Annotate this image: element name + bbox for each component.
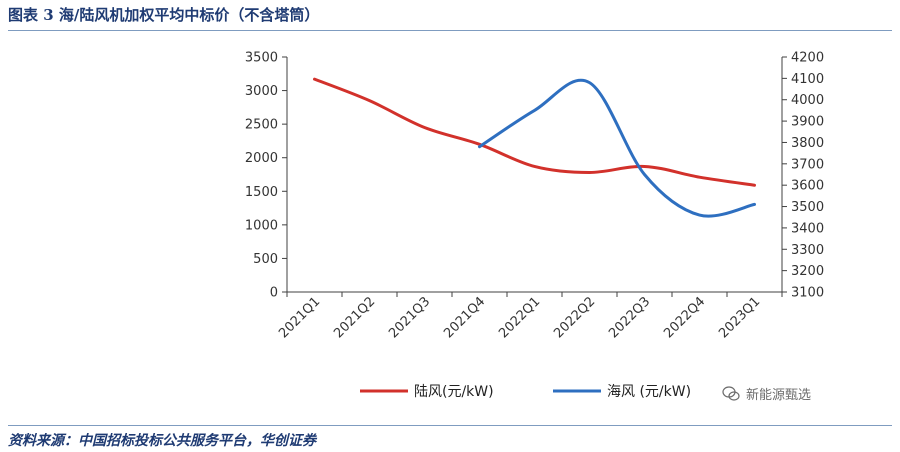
y-right-tick-label: 3900 <box>791 115 824 130</box>
y-left-tick-label: 2500 <box>245 118 278 133</box>
y-right-tick-label: 3100 <box>791 286 824 301</box>
title-rule <box>8 30 892 31</box>
series-lines <box>313 77 756 218</box>
y-left-tick-label: 500 <box>253 252 278 267</box>
watermark-text: 新能源甄选 <box>746 388 812 403</box>
y-left-tick-label: 1000 <box>245 218 278 233</box>
y-right-tick-label: 3200 <box>791 264 824 279</box>
x-tick-label: 2022Q2 <box>551 294 598 341</box>
y-right-tick-label: 4000 <box>791 93 824 108</box>
x-tick-label: 2022Q3 <box>606 294 653 341</box>
y-left-tick-label: 1500 <box>245 185 278 200</box>
x-tick-label: 2021Q3 <box>386 294 433 341</box>
series-onshore-line <box>313 77 756 187</box>
y-left-tick-label: 3000 <box>245 84 278 99</box>
wechat-icon <box>722 385 740 401</box>
x-tick-label: 2021Q1 <box>276 294 323 341</box>
series-offshore-line <box>478 78 756 218</box>
y-right-tick-label: 4200 <box>791 51 824 66</box>
source-note: 资料来源：中国招标投标公共服务平台，华创证券 <box>8 433 316 449</box>
source-rule <box>8 425 892 426</box>
legend-offshore-label: 海风 (元/kW) <box>607 384 691 400</box>
y-right-tick-label: 3500 <box>791 200 824 215</box>
legend: 陆风(元/kW) 海风 (元/kW) <box>360 384 691 400</box>
x-tick-label: 2021Q4 <box>441 294 488 341</box>
y-right-tick-label: 3800 <box>791 136 824 151</box>
x-tick-label: 2022Q4 <box>661 294 708 341</box>
y-right-tick-label: 3600 <box>791 179 824 194</box>
watermark: 新能源甄选 <box>722 384 811 403</box>
y-right-tick-label: 3700 <box>791 157 824 172</box>
figure-title: 图表 3 海/陆风机加权平均中标价（不含塔筒） <box>8 6 320 24</box>
x-tick-label: 2022Q1 <box>496 294 543 341</box>
axes-group: 0 500 1000 1500 2000 2500 3000 3500 3100 3200 3300… <box>245 51 824 342</box>
y-right-tick-label: 4100 <box>791 72 824 87</box>
y-right-tick-label: 3300 <box>791 243 824 258</box>
y-left-tick-label: 0 <box>270 286 278 301</box>
y-left-tick-label: 3500 <box>245 51 278 66</box>
legend-onshore-label: 陆风(元/kW) <box>414 384 494 400</box>
x-tick-label: 2021Q2 <box>331 294 378 341</box>
y-right-tick-label: 3400 <box>791 221 824 236</box>
x-tick-label: 2023Q1 <box>716 294 763 341</box>
y-left-tick-label: 2000 <box>245 151 278 166</box>
